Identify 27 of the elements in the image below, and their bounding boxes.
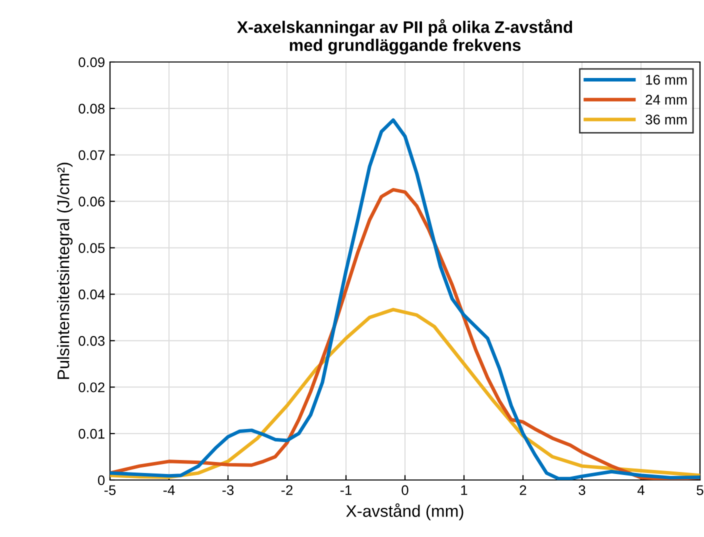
y-axis-title: Pulsintensitetsintegral (J/cm²)	[57, 162, 73, 379]
y-tick-label: 0.04	[78, 290, 105, 300]
y-tick-label: 0	[98, 475, 105, 486]
x-tick-label: 0	[402, 485, 408, 496]
legend-label: 24 mm	[646, 94, 687, 104]
x-tick-label: -4	[163, 485, 175, 495]
legend-label: 16 mm	[646, 74, 687, 85]
y-tick-label: 0.07	[78, 150, 104, 160]
x-tick-label: 4	[637, 485, 644, 495]
legend-label: 36 mm	[646, 114, 687, 124]
y-tick-label: 0.02	[78, 382, 104, 392]
y-tick-label: 0.06	[78, 196, 105, 207]
y-tick-label: 0.08	[78, 104, 105, 114]
x-tick-label: -1	[340, 485, 352, 495]
x-tick-label: -5	[104, 485, 116, 496]
x-tick-label: 3	[578, 485, 586, 496]
x-tick-label: 2	[520, 485, 526, 495]
x-tick-label: 1	[461, 485, 468, 495]
y-tick-label: 0.01	[78, 428, 104, 439]
y-tick-label: 0.09	[78, 57, 104, 68]
x-tick-label: -2	[281, 485, 292, 495]
x-tick-label: 5	[696, 485, 704, 496]
x-tick-label: -3	[222, 485, 234, 496]
y-tick-label: 0.03	[78, 336, 105, 346]
y-tick-label: 0.05	[78, 243, 105, 253]
chart-title: X-axelskanningar av PII på olika Z-avstånd med grundläggande frekvens	[237, 19, 572, 54]
x-axis-title: X-avstånd (mm)	[346, 503, 464, 520]
